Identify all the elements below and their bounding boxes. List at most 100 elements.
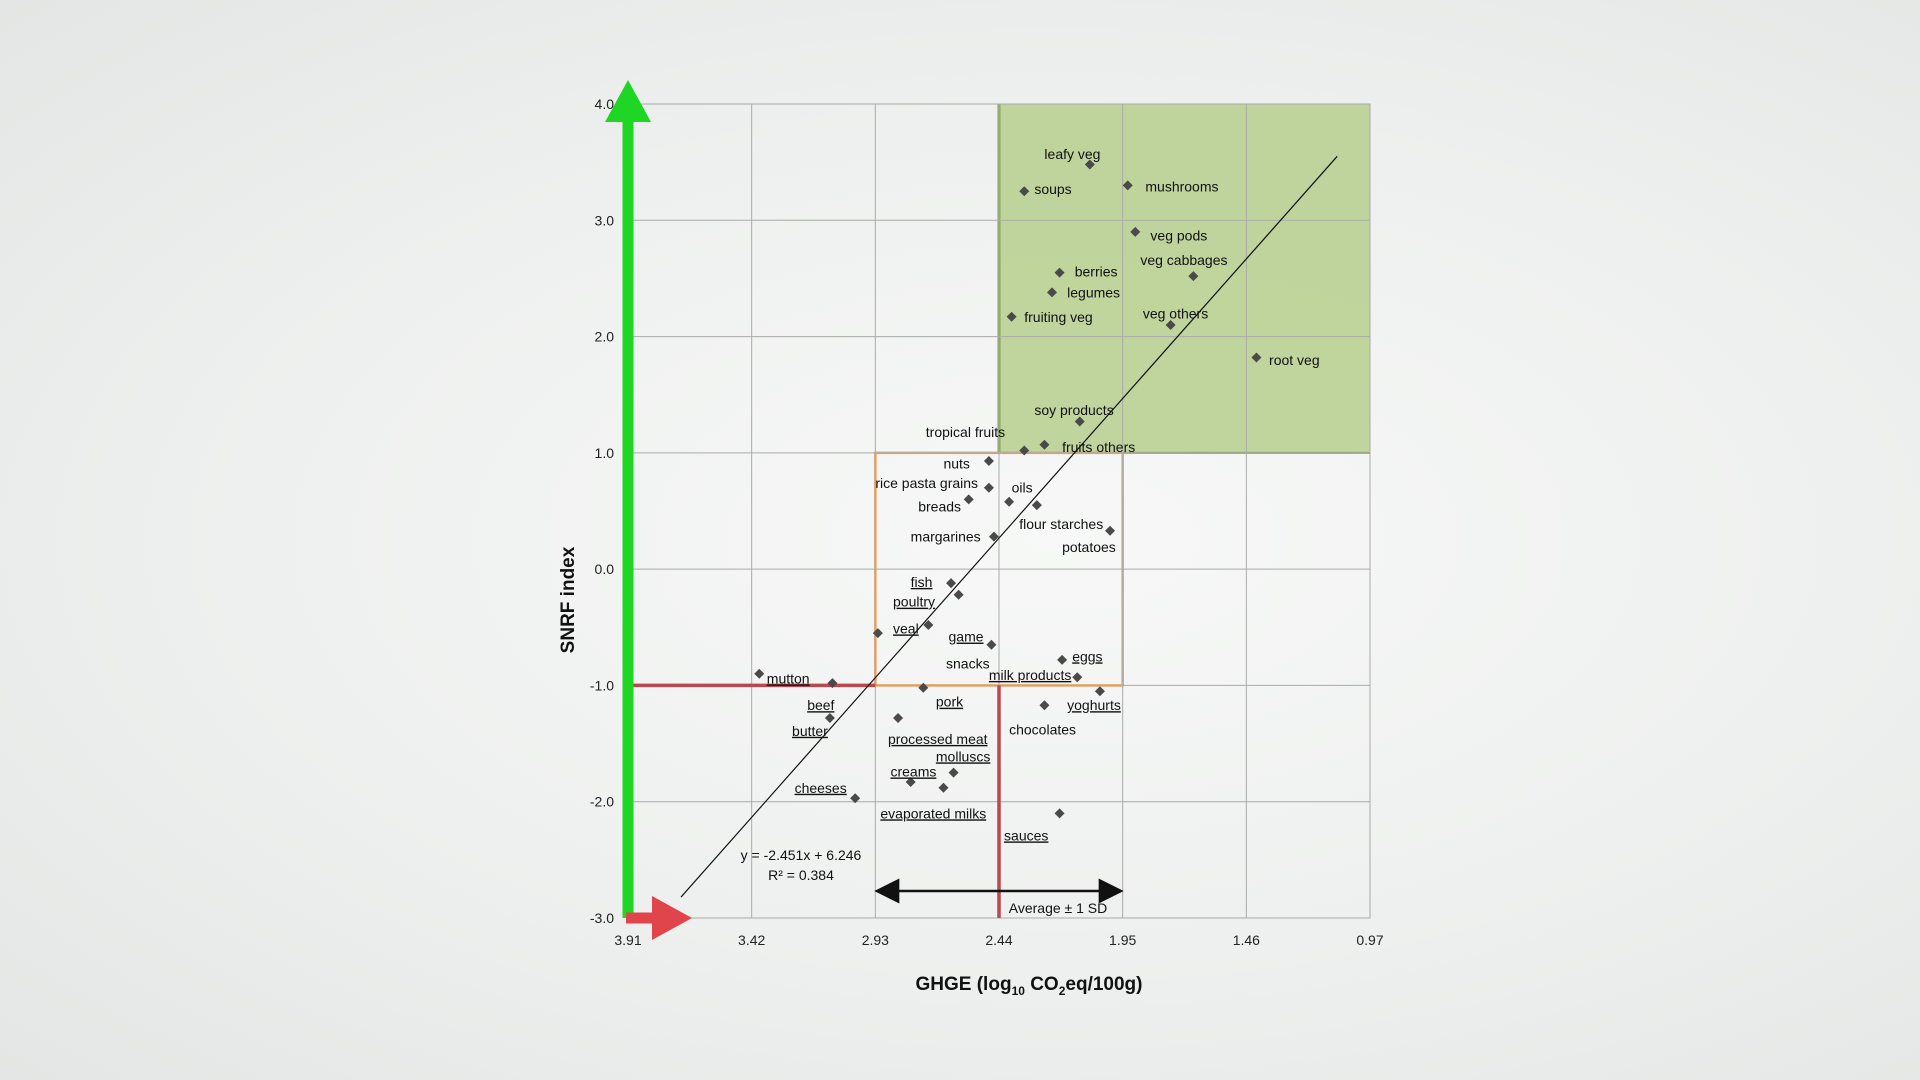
data-point [1084,159,1095,170]
point-labels: leafy veg soups mushrooms veg pods berries ve… [767,146,1320,843]
x-axis-arrow-head [652,896,692,940]
point-label: milk products [989,667,1071,683]
data-point [923,619,934,630]
point-label: oils [1012,480,1033,496]
data-point [1019,186,1030,197]
x-axis-title: GHGE (log10 CO2eq/100g) [916,974,1143,998]
axes: -3.0 -2.0 -1.0 0.0 1.0 2.0 3.0 4.0 3.91 3.42 2.93 2… [590,80,1384,948]
data-point [1094,686,1105,697]
y-tick-label: 1.0 [595,445,615,461]
point-label: poultry [893,594,935,610]
point-label: nuts [943,455,969,471]
point-label: soy products [1034,402,1113,418]
average-sd-label: Average ± 1 SD [1009,900,1107,916]
data-point [1004,496,1015,507]
x-tick-label: 1.46 [1233,932,1260,948]
point-label: tropical fruits [926,424,1005,440]
point-label: processed meat [888,731,988,747]
data-point [918,682,929,693]
data-point [953,589,964,600]
data-point [850,793,861,804]
data-point [1054,267,1065,278]
data-point [1122,180,1133,191]
grid [627,103,1371,919]
data-point [1072,672,1083,683]
data-point [1074,416,1085,427]
data-point [988,531,999,542]
point-label: rice pasta grains [875,475,978,491]
data-point [1251,352,1262,363]
data-point [1165,319,1176,330]
y-axis-title: SNRF index [558,546,579,653]
point-label: legumes [1067,284,1120,300]
data-point [1019,445,1030,456]
x-tick-label: 0.97 [1356,932,1383,948]
x-tick-label: 1.95 [1109,932,1136,948]
trendline [680,155,1338,898]
data-points [754,159,1262,819]
point-label: soups [1034,181,1071,197]
data-point [983,482,994,493]
data-point [1039,700,1050,711]
data-point [963,494,974,505]
region-green [999,104,1370,453]
point-label: berries [1075,263,1118,279]
point-label: snacks [946,655,990,671]
data-point [905,776,916,787]
data-point [1039,439,1050,450]
y-tick-label: 0.0 [595,561,615,577]
point-label: cheeses [795,780,847,796]
point-label: root veg [1269,352,1320,368]
data-point [1188,271,1199,282]
point-label: breads [918,498,961,514]
point-label: fruits others [1062,439,1135,455]
data-point [872,628,883,639]
y-tick-label: 2.0 [595,329,615,345]
point-label: sauces [1004,827,1048,843]
trendline-equation: y = -2.451x + 6.246 [741,847,862,863]
point-label: veal [893,620,919,636]
x-tick-label: 2.93 [862,932,889,948]
y-axis-arrow-head [605,80,651,122]
point-label: chocolates [1009,722,1076,738]
data-point [1130,226,1141,237]
y-tick-label: 3.0 [595,212,615,228]
data-point [946,578,957,589]
point-label: fish [911,574,933,590]
data-point [938,782,949,793]
data-point [986,639,997,650]
point-label: beef [807,697,834,713]
data-point [1105,525,1116,536]
point-label: margarines [911,529,981,545]
data-point [827,678,838,689]
point-label: leafy veg [1044,146,1100,162]
x-tick-label: 3.42 [738,932,765,948]
point-label: flour starches [1019,516,1103,532]
point-label: eggs [1072,648,1102,664]
y-tick-label: 4.0 [595,96,615,112]
y-tick-label: -2.0 [590,794,614,810]
data-point [983,455,994,466]
trendline-group [680,155,1338,898]
point-label: molluscs [936,748,990,764]
x-tick-label: 2.44 [985,932,1012,948]
point-label: veg pods [1150,227,1207,243]
point-label: fruiting veg [1024,309,1092,325]
point-label: butter [792,723,828,739]
data-point [893,712,904,723]
point-label: mushrooms [1145,179,1218,195]
x-tick-label: 3.91 [614,932,641,948]
point-label: creams [890,763,936,779]
trendline-r2: R² = 0.384 [768,867,834,883]
point-label: mutton [767,670,810,686]
y-tick-label: -3.0 [590,910,614,926]
point-label: evaporated milks [880,805,986,821]
data-point [1057,654,1068,665]
data-point [1006,311,1017,322]
point-label: potatoes [1062,539,1116,555]
point-label: game [949,629,984,645]
data-point [1047,287,1057,298]
data-point [754,668,765,679]
y-tick-label: -1.0 [590,677,614,693]
